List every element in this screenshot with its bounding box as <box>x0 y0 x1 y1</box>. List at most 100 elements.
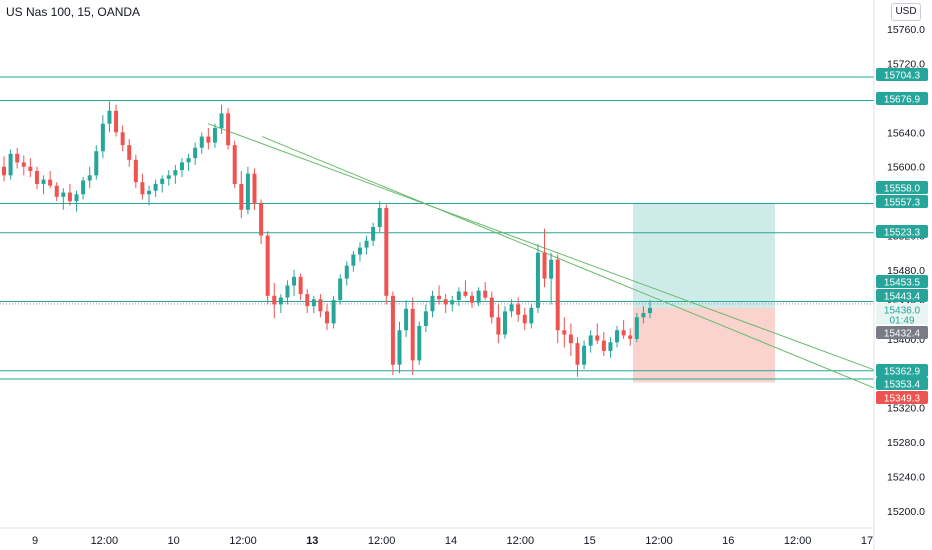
candle[interactable] <box>325 304 329 331</box>
candle[interactable] <box>344 261 349 286</box>
candle[interactable] <box>489 291 494 324</box>
candle[interactable] <box>601 331 606 357</box>
candle[interactable] <box>509 299 514 318</box>
candle[interactable] <box>568 323 573 357</box>
candle[interactable] <box>555 254 560 344</box>
candle[interactable] <box>278 294 283 314</box>
candle[interactable] <box>107 101 112 133</box>
candle[interactable] <box>206 127 211 150</box>
candle[interactable] <box>193 142 198 165</box>
candle[interactable] <box>397 321 402 374</box>
candle[interactable] <box>61 188 66 210</box>
candle[interactable] <box>153 179 158 197</box>
candle[interactable] <box>298 273 303 301</box>
candle[interactable] <box>311 295 316 314</box>
candle[interactable] <box>648 300 652 319</box>
plot-area[interactable] <box>0 0 874 528</box>
candle[interactable] <box>535 244 540 314</box>
candle[interactable] <box>34 166 39 190</box>
candle[interactable] <box>549 252 554 305</box>
candle[interactable] <box>588 330 593 353</box>
candle[interactable] <box>338 274 343 305</box>
candle[interactable] <box>634 313 639 343</box>
candle[interactable] <box>621 319 626 339</box>
candle[interactable] <box>562 317 567 348</box>
candle[interactable] <box>21 155 26 176</box>
currency-button[interactable]: USD <box>891 3 921 21</box>
candle[interactable] <box>133 154 138 189</box>
candle[interactable] <box>595 323 600 345</box>
candle[interactable] <box>173 164 178 184</box>
candle[interactable] <box>502 306 507 339</box>
candle[interactable] <box>542 228 547 288</box>
candle[interactable] <box>179 158 184 178</box>
candle[interactable] <box>94 145 99 180</box>
candle[interactable] <box>423 304 428 332</box>
candle[interactable] <box>628 328 633 346</box>
candle[interactable] <box>140 173 145 200</box>
candle[interactable] <box>285 280 290 305</box>
candle[interactable] <box>120 125 125 152</box>
candle[interactable] <box>239 171 244 219</box>
candle[interactable] <box>529 304 534 329</box>
candle[interactable] <box>575 337 580 377</box>
candle[interactable] <box>259 199 264 245</box>
candle[interactable] <box>67 183 72 206</box>
candle[interactable] <box>371 222 376 246</box>
candle[interactable] <box>147 185 152 206</box>
candle[interactable] <box>81 177 86 200</box>
candle[interactable] <box>364 235 369 255</box>
candle[interactable] <box>127 139 132 167</box>
candle[interactable] <box>463 280 468 298</box>
stop-zone[interactable] <box>633 307 775 383</box>
candle[interactable] <box>404 300 409 338</box>
candle[interactable] <box>390 291 395 376</box>
candle[interactable] <box>2 156 6 182</box>
candle[interactable] <box>476 287 481 307</box>
candle[interactable] <box>456 287 461 307</box>
trend-line[interactable] <box>207 123 875 371</box>
candle[interactable] <box>384 204 389 305</box>
candle[interactable] <box>272 282 277 319</box>
candle[interactable] <box>265 231 270 305</box>
candle[interactable] <box>516 297 521 322</box>
candle[interactable] <box>74 190 79 212</box>
candle[interactable] <box>351 251 356 272</box>
candle[interactable] <box>641 306 646 324</box>
candle[interactable] <box>430 290 435 318</box>
candle[interactable] <box>166 170 171 186</box>
candle[interactable] <box>443 294 448 314</box>
candle[interactable] <box>450 295 455 312</box>
candle[interactable] <box>160 175 165 193</box>
candle[interactable] <box>470 291 475 308</box>
candle[interactable] <box>410 297 415 376</box>
candle[interactable] <box>377 201 382 233</box>
candle[interactable] <box>437 285 442 305</box>
candle[interactable] <box>28 158 33 178</box>
candle[interactable] <box>41 175 46 195</box>
candle[interactable] <box>582 340 587 369</box>
candle[interactable] <box>100 115 105 159</box>
candle[interactable] <box>212 123 217 148</box>
candle[interactable] <box>226 108 231 150</box>
candle[interactable] <box>8 149 13 180</box>
candle[interactable] <box>114 104 119 137</box>
candle[interactable] <box>522 307 527 331</box>
candle[interactable] <box>219 104 224 135</box>
candle[interactable] <box>357 242 362 262</box>
candle[interactable] <box>483 282 488 301</box>
target-zone[interactable] <box>633 202 775 308</box>
candle[interactable] <box>232 140 237 189</box>
candle[interactable] <box>305 288 310 314</box>
candle[interactable] <box>252 168 257 210</box>
candle[interactable] <box>87 166 92 189</box>
candle[interactable] <box>15 147 20 169</box>
candle[interactable] <box>54 182 59 202</box>
candle[interactable] <box>48 171 53 189</box>
candle[interactable] <box>245 166 250 215</box>
candle[interactable] <box>186 153 191 172</box>
candle[interactable] <box>608 337 613 358</box>
candle[interactable] <box>318 294 323 318</box>
trend-line[interactable] <box>261 136 875 389</box>
